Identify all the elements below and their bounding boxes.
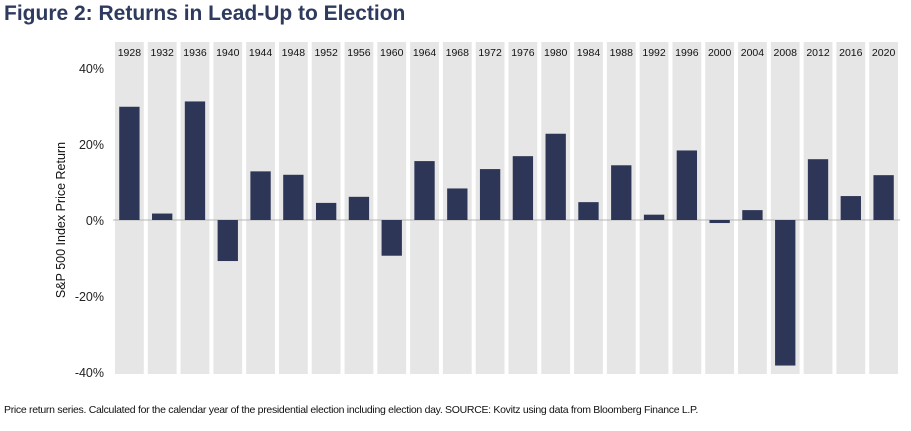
x-tick-label: 1944 bbox=[249, 47, 273, 59]
x-tick-label: 2000 bbox=[708, 47, 732, 59]
x-tick-label: 1932 bbox=[151, 47, 175, 59]
bar-2008 bbox=[775, 220, 796, 366]
y-tick-label: 40% bbox=[79, 62, 104, 76]
bar-1944 bbox=[250, 171, 271, 220]
bar-1992 bbox=[643, 214, 665, 220]
x-tick-label: 1956 bbox=[347, 47, 371, 59]
x-tick-label: 1972 bbox=[478, 47, 502, 59]
bar-1932 bbox=[152, 213, 173, 220]
x-tick-label: 1992 bbox=[642, 47, 666, 59]
x-tick-label: 2020 bbox=[872, 47, 896, 59]
x-tick-label: 2016 bbox=[839, 47, 863, 59]
y-tick-label: 20% bbox=[79, 138, 104, 152]
bar-1980 bbox=[545, 133, 566, 220]
category-panel bbox=[213, 42, 243, 374]
x-tick-label: 1980 bbox=[544, 47, 568, 59]
bar-chart: 1928 1932 1936 1940 1944 1948 1952 1956 1960 1964… bbox=[54, 42, 900, 380]
y-tick-label: -40% bbox=[75, 366, 104, 380]
x-tick-label: 1988 bbox=[610, 47, 634, 59]
bar-1968 bbox=[447, 188, 468, 220]
bar-1952 bbox=[315, 202, 337, 220]
x-tick-label: 1984 bbox=[577, 47, 601, 59]
y-axis-title: S&P 500 Index Price Return bbox=[54, 142, 68, 298]
x-tick-label: 1948 bbox=[282, 47, 306, 59]
x-tick-label: 1940 bbox=[216, 47, 240, 59]
bar-1996 bbox=[676, 150, 698, 220]
bar-2020 bbox=[873, 175, 894, 220]
bar-1972 bbox=[479, 169, 501, 220]
x-tick-label: 1936 bbox=[183, 47, 207, 59]
footnote: Price return series. Calculated for the … bbox=[4, 404, 699, 416]
x-tick-label: 1996 bbox=[675, 47, 699, 59]
y-tick-label: 0% bbox=[86, 214, 104, 228]
category-panel bbox=[639, 42, 669, 374]
category-panel bbox=[147, 42, 177, 374]
bar-2000 bbox=[709, 220, 730, 224]
category-panel bbox=[377, 42, 407, 374]
bar-1984 bbox=[578, 202, 599, 220]
bar-2012 bbox=[807, 159, 829, 220]
bar-1988 bbox=[611, 165, 632, 220]
x-tick-label: 1968 bbox=[446, 47, 470, 59]
bar-1964 bbox=[414, 161, 435, 220]
x-tick-label: 1964 bbox=[413, 47, 437, 59]
bar-2016 bbox=[840, 196, 861, 220]
bar-1936 bbox=[184, 101, 206, 220]
chart-title: Figure 2: Returns in Lead-Up to Election bbox=[4, 2, 406, 25]
bar-1960 bbox=[381, 220, 402, 256]
bar-1956 bbox=[348, 196, 370, 220]
x-tick-label: 1952 bbox=[314, 47, 338, 59]
bar-1928 bbox=[119, 106, 140, 220]
x-tick-label: 2008 bbox=[774, 47, 798, 59]
category-panel bbox=[705, 42, 735, 374]
bar-1948 bbox=[283, 174, 304, 220]
y-tick-label: -20% bbox=[75, 290, 104, 304]
x-tick-label: 1928 bbox=[118, 47, 142, 59]
x-tick-label: 2004 bbox=[741, 47, 765, 59]
bar-1976 bbox=[512, 156, 534, 220]
x-tick-label: 1976 bbox=[511, 47, 535, 59]
x-tick-label: 1960 bbox=[380, 47, 404, 59]
x-tick-label: 2012 bbox=[806, 47, 830, 59]
category-panel bbox=[738, 42, 767, 374]
bar-1940 bbox=[217, 220, 238, 262]
bar-2004 bbox=[742, 210, 763, 220]
